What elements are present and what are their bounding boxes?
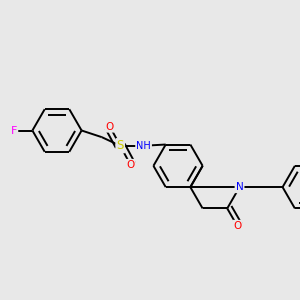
Text: O: O — [106, 122, 114, 132]
Text: NH: NH — [136, 141, 151, 151]
Text: F: F — [11, 125, 17, 136]
Text: N: N — [236, 182, 243, 192]
Text: O: O — [126, 160, 135, 170]
Text: O: O — [233, 221, 242, 231]
Text: S: S — [116, 139, 124, 152]
